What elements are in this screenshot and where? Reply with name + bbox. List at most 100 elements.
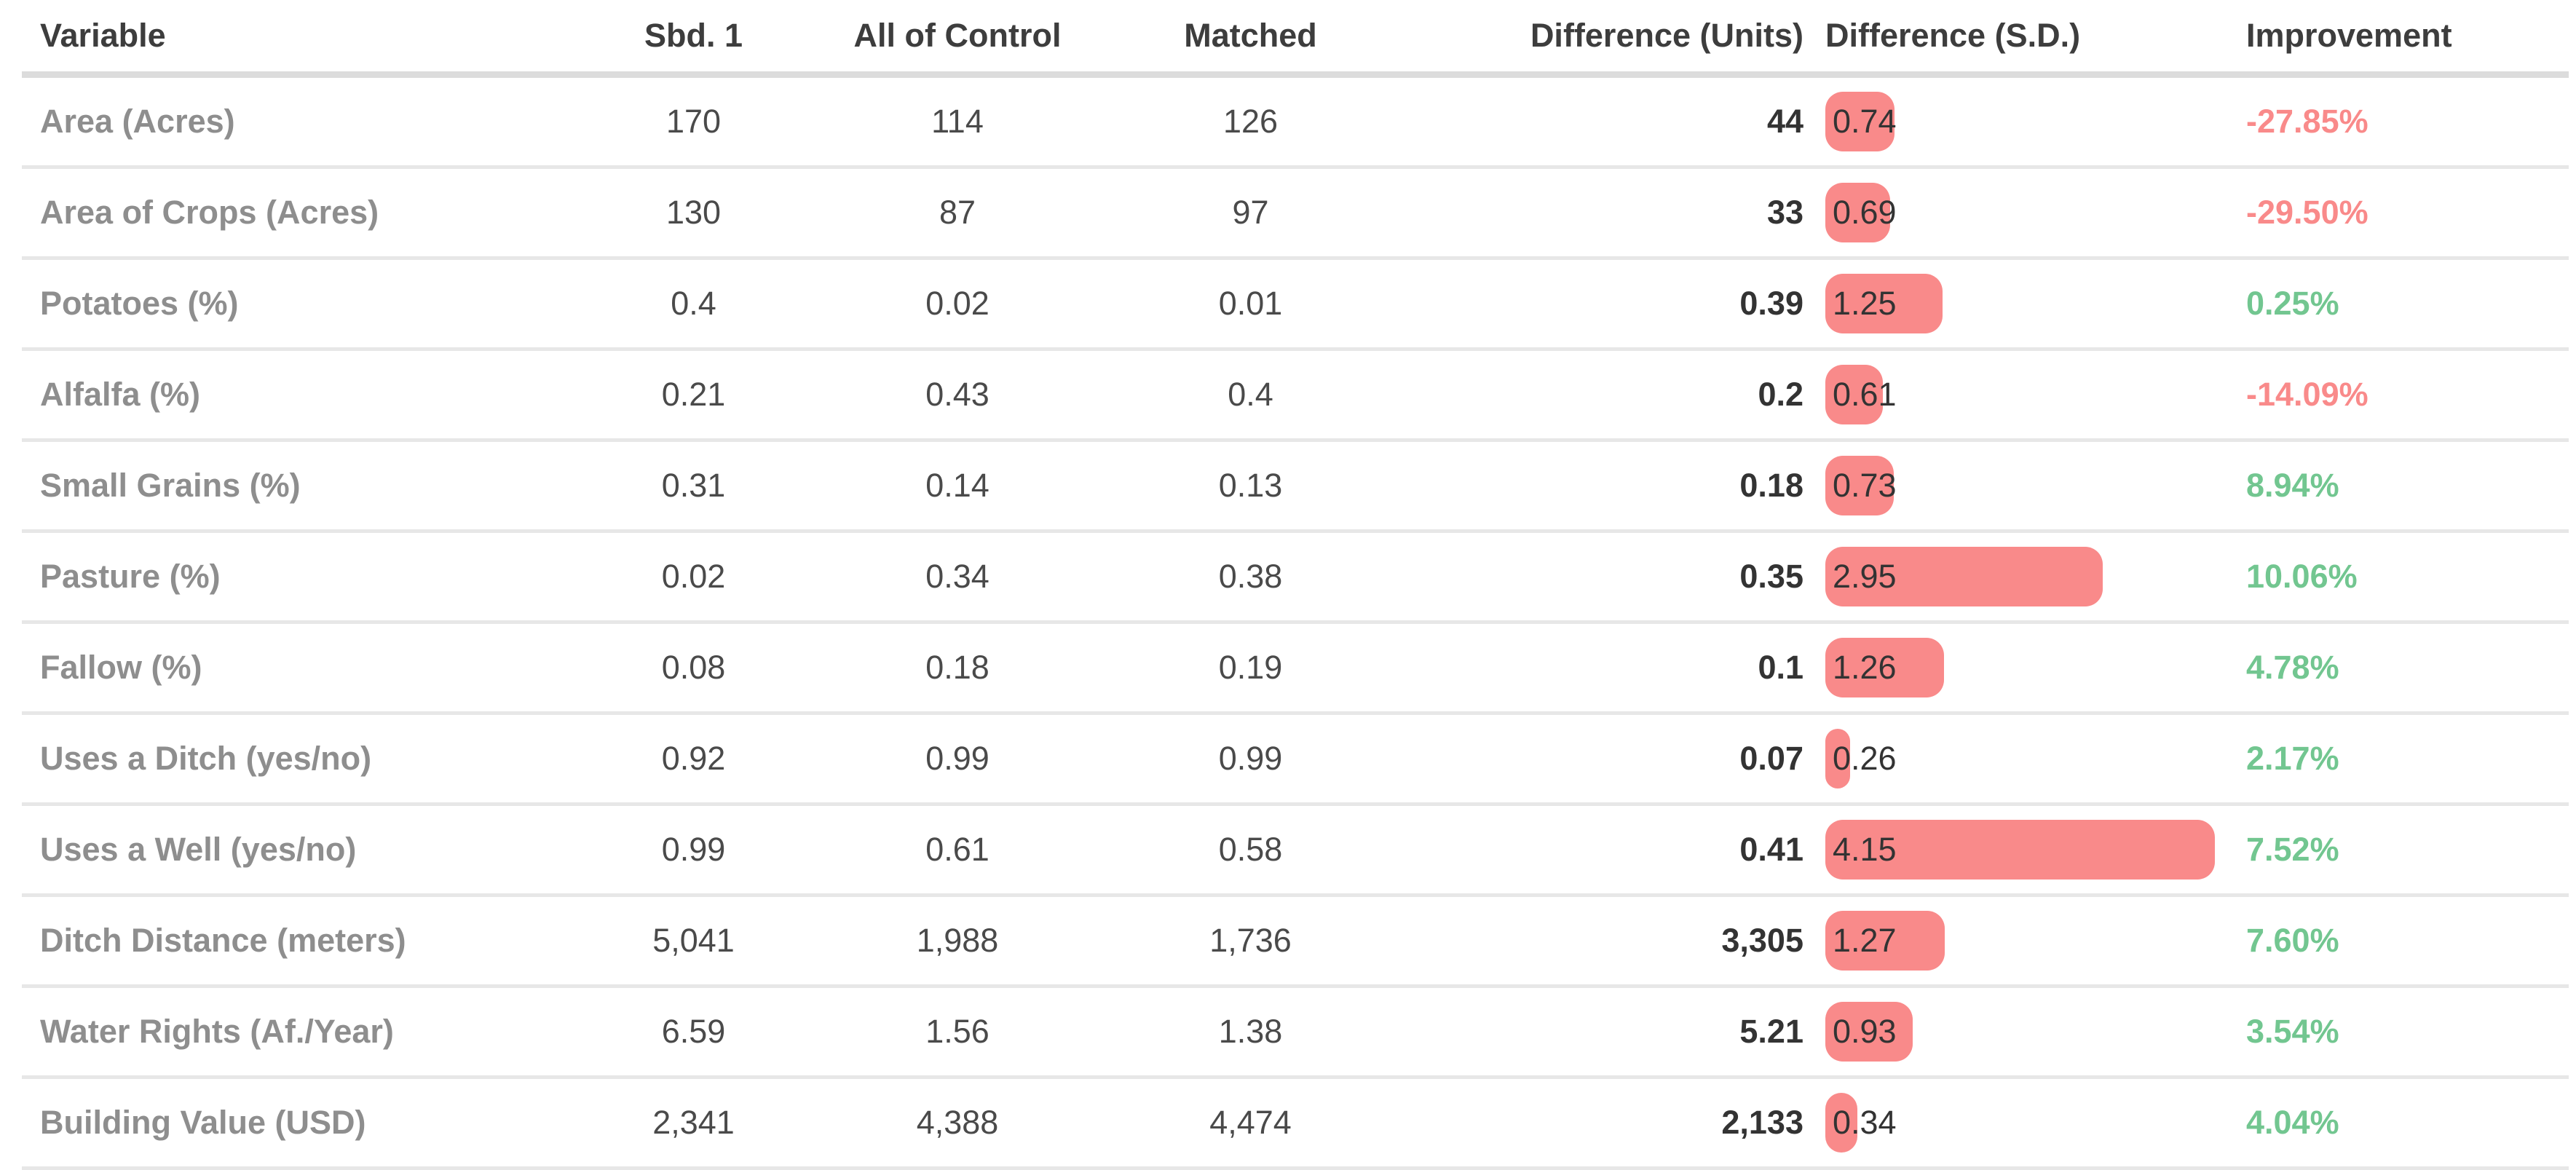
sbd1-value: 130 [665, 194, 722, 231]
table-row: Potatoes (%) 0.4 0.02 0.01 0.39 1.25 0.25% [22, 260, 2569, 351]
control-value: 114 [931, 103, 984, 140]
control-value: 0.14 [925, 467, 989, 504]
variable-label: Area (Acres) [40, 103, 235, 140]
variable-label: Water Rights (Af./Year) [40, 1013, 394, 1050]
sbd1-value: 170 [665, 103, 722, 140]
difference-sd-bar [1825, 911, 1945, 971]
variable-label: Fallow (%) [40, 649, 202, 686]
table-row: Fallow (%) 0.08 0.18 0.19 0.1 1.26 4.78% [22, 624, 2569, 715]
difference-sd-cell: 0.69 [1803, 169, 2246, 256]
difference-sd-bar [1825, 92, 1895, 151]
difference-sd-cell: 0.93 [1803, 988, 2246, 1075]
difference-sd-value: 0.26 [1833, 740, 1897, 777]
variable-label: Alfalfa (%) [40, 376, 201, 413]
sbd1-value: 0.21 [661, 376, 726, 413]
difference-units-value: 0.35 [1739, 558, 1803, 595]
table-row: Uses a Well (yes/no) 0.99 0.61 0.58 0.41 4.15… [22, 806, 2569, 897]
improvement-value: -29.50% [2246, 194, 2368, 231]
difference-sd-value: 0.73 [1833, 467, 1897, 504]
matched-value: 0.13 [1218, 467, 1283, 504]
table-row: Area (Acres) 170 114 126 44 0.74 -27.85% [22, 78, 2569, 169]
control-value: 0.43 [925, 376, 989, 413]
difference-sd-cell: 0.26 [1803, 715, 2246, 802]
matched-value: 0.19 [1218, 649, 1283, 686]
difference-sd-value: 1.27 [1833, 922, 1897, 959]
balance-table: Variable Sbd. 1 All of Control Matched D… [22, 0, 2569, 1170]
column-header-difference-sd: Difference (S.D.) [1825, 17, 2081, 54]
sbd1-value: 0.4 [671, 285, 716, 322]
improvement-value: 7.52% [2246, 831, 2339, 868]
matched-value: 1.38 [1218, 1013, 1283, 1050]
difference-sd-cell: 0.74 [1803, 78, 2246, 165]
difference-sd-cell: 4.15 [1803, 806, 2246, 893]
improvement-value: 7.60% [2246, 922, 2339, 959]
difference-sd-bar [1825, 820, 2215, 880]
improvement-value: -14.09% [2246, 376, 2368, 413]
difference-sd-bar [1825, 1093, 1857, 1153]
difference-sd-bar [1825, 456, 1894, 515]
table-row: Area of Crops (Acres) 130 87 97 33 0.69 -29.50… [22, 169, 2569, 260]
difference-sd-bar [1825, 365, 1883, 424]
improvement-value: 4.78% [2246, 649, 2339, 686]
table-row: Building Value (USD) 2,341 4,388 4,474 2,133… [22, 1079, 2569, 1170]
table-row: Ditch Distance (meters) 5,041 1,988 1,736 3,… [22, 897, 2569, 988]
difference-units-value: 0.07 [1739, 740, 1803, 777]
table-row: Pasture (%) 0.02 0.34 0.38 0.35 2.95 10.06% [22, 533, 2569, 624]
matched-value: 126 [1222, 103, 1279, 140]
difference-units-value: 0.39 [1739, 285, 1803, 322]
difference-sd-cell: 1.25 [1803, 260, 2246, 347]
difference-sd-value: 0.74 [1833, 103, 1897, 140]
control-value: 0.34 [925, 558, 989, 595]
matched-value: 0.38 [1218, 558, 1283, 595]
matched-value: 0.01 [1218, 285, 1283, 322]
difference-sd-cell: 0.34 [1803, 1079, 2246, 1166]
sbd1-value: 0.08 [661, 649, 726, 686]
variable-label: Uses a Well (yes/no) [40, 831, 357, 868]
table-body: Area (Acres) 170 114 126 44 0.74 -27.85% Area o… [22, 78, 2569, 1170]
variable-label: Potatoes (%) [40, 285, 239, 322]
matched-value: 4,474 [1209, 1104, 1292, 1141]
improvement-value: 10.06% [2246, 558, 2358, 595]
table-row: Uses a Ditch (yes/no) 0.92 0.99 0.99 0.07 0.2… [22, 715, 2569, 806]
difference-sd-bar [1825, 547, 2103, 606]
control-value: 0.02 [925, 285, 989, 322]
difference-sd-cell: 1.26 [1803, 624, 2246, 711]
difference-units-value: 5.21 [1739, 1013, 1803, 1050]
column-header-matched: Matched [1184, 17, 1317, 54]
variable-label: Uses a Ditch (yes/no) [40, 740, 372, 777]
sbd1-value: 0.31 [661, 467, 726, 504]
sbd1-value: 0.02 [661, 558, 726, 595]
table-row: Water Rights (Af./Year) 6.59 1.56 1.38 5.21 0… [22, 988, 2569, 1079]
difference-sd-value: 1.25 [1833, 285, 1897, 322]
sbd1-value: 0.92 [661, 740, 726, 777]
control-value: 0.18 [925, 649, 989, 686]
sbd1-value: 2,341 [652, 1104, 735, 1141]
difference-sd-value: 0.69 [1833, 194, 1897, 231]
difference-units-value: 44 [1766, 103, 1803, 140]
difference-sd-value: 1.26 [1833, 649, 1897, 686]
variable-label: Small Grains (%) [40, 467, 301, 504]
difference-units-value: 0.2 [1758, 376, 1803, 413]
column-header-difference-units: Difference (Units) [1530, 17, 1803, 54]
improvement-value: 0.25% [2246, 285, 2339, 322]
matched-value: 0.4 [1228, 376, 1273, 413]
variable-label: Building Value (USD) [40, 1104, 366, 1141]
control-value: 1.56 [925, 1013, 989, 1050]
table-row: Small Grains (%) 0.31 0.14 0.13 0.18 0.73 8.94… [22, 442, 2569, 533]
table-row: Alfalfa (%) 0.21 0.43 0.4 0.2 0.61 -14.09% [22, 351, 2569, 442]
difference-sd-value: 4.15 [1833, 831, 1897, 868]
difference-units-value: 3,305 [1721, 922, 1803, 959]
difference-sd-bar [1825, 274, 1943, 333]
matched-value: 97 [1232, 194, 1269, 231]
difference-sd-bar [1825, 729, 1850, 788]
improvement-value: 3.54% [2246, 1013, 2339, 1050]
control-value: 87 [939, 194, 976, 231]
control-value: 0.99 [925, 740, 989, 777]
difference-sd-value: 0.93 [1833, 1013, 1897, 1050]
difference-units-value: 0.1 [1758, 649, 1803, 686]
difference-sd-cell: 1.27 [1803, 897, 2246, 984]
matched-value: 1,736 [1209, 922, 1292, 959]
column-header-improvement: Improvement [2246, 17, 2452, 54]
control-value: 1,988 [916, 922, 999, 959]
control-value: 0.61 [925, 831, 989, 868]
